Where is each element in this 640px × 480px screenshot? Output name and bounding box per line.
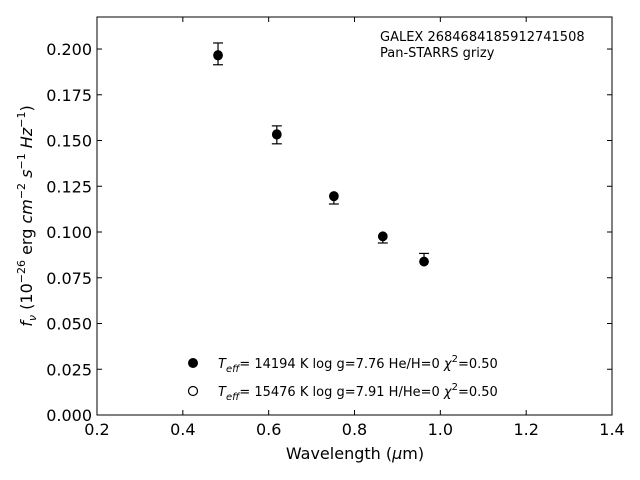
legend: Teff= 14194 K log g=7.76 He/H=0 χ2=0.50 … <box>187 354 498 403</box>
model-point-open <box>378 231 388 242</box>
x-tick-label: 0.6 <box>256 420 281 439</box>
model-point-open <box>329 191 339 201</box>
x-tick-label: 0.2 <box>84 420 109 439</box>
y-tick-label: 0.100 <box>46 223 92 242</box>
x-tick-label: 1.4 <box>599 420 624 439</box>
legend-marker-open <box>187 385 199 397</box>
y-tick-label: 0.125 <box>46 177 92 196</box>
x-tick-label: 0.8 <box>342 420 367 439</box>
x-tick-label: 1.2 <box>513 420 538 439</box>
legend-entry-2: Teff= 15476 K log g=7.91 H/He=0 χ2=0.50 <box>218 382 498 403</box>
plot-frame <box>96 16 613 416</box>
y-tick-label: 0.175 <box>46 86 92 105</box>
y-tick-label: 0.000 <box>46 406 92 425</box>
x-axis: 0.2 0.4 0.6 0.8 1.0 1.2 1.4 <box>84 17 625 439</box>
annotation-line-2: Pan-STARRS grizy <box>380 46 495 61</box>
y-axis-label: fν (10−26 erg cm−2 s−1 Hz−1) <box>15 105 39 326</box>
legend-marker-filled <box>188 358 198 368</box>
x-tick-label: 0.4 <box>170 420 195 439</box>
y-tick-label: 0.200 <box>46 40 92 59</box>
y-tick-label: 0.050 <box>46 315 92 334</box>
legend-entry-1: Teff= 14194 K log g=7.76 He/H=0 χ2=0.50 <box>218 354 498 375</box>
x-axis-label: Wavelength (μm) <box>286 444 424 463</box>
y-axis: 0.000 0.025 0.050 0.075 0.100 0.125 0.150 0.175… <box>46 40 612 425</box>
data-marks <box>213 42 430 267</box>
x-tick-label: 1.0 <box>428 420 453 439</box>
model-point-open <box>213 50 223 61</box>
model-point-open <box>419 256 429 267</box>
y-tick-label: 0.025 <box>46 360 92 379</box>
y-tick-label: 0.150 <box>46 132 92 151</box>
y-tick-label: 0.075 <box>46 269 92 288</box>
model-point-open <box>272 129 282 140</box>
annotation-line-1: GALEX 2684684185912741508 <box>380 30 585 45</box>
